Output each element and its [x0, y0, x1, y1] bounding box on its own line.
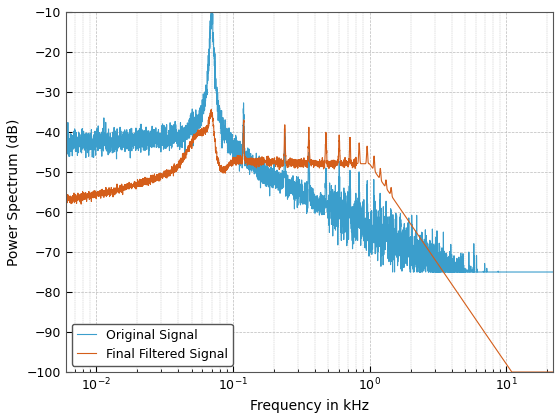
Final Filtered Signal [62, 197, 69, 202]
Final Filtered Signal [463, 303, 470, 308]
Original Signal [151, 144, 157, 150]
X-axis label: Frequency in kHz: Frequency in kHz [250, 399, 369, 413]
Original Signal [463, 270, 470, 275]
Final Filtered Signal [249, 160, 255, 165]
Original Signal [354, 195, 361, 200]
Original Signal [249, 159, 255, 164]
Original Signal [426, 243, 433, 248]
Final Filtered Signal [151, 173, 157, 178]
Final Filtered Signal [508, 370, 515, 375]
Final Filtered Signal [354, 160, 361, 165]
Original Signal [62, 141, 69, 146]
Line: Original Signal: Original Signal [66, 10, 553, 272]
Legend: Original Signal, Final Filtered Signal: Original Signal, Final Filtered Signal [72, 323, 233, 366]
Original Signal [550, 270, 557, 275]
Original Signal [389, 270, 396, 275]
Line: Final Filtered Signal: Final Filtered Signal [66, 109, 553, 372]
Final Filtered Signal [550, 370, 557, 375]
Original Signal [208, 8, 214, 13]
Final Filtered Signal [426, 249, 433, 254]
Original Signal [379, 236, 386, 241]
Final Filtered Signal [208, 107, 214, 112]
Final Filtered Signal [379, 181, 386, 186]
Y-axis label: Power Spectrum (dB): Power Spectrum (dB) [7, 118, 21, 266]
